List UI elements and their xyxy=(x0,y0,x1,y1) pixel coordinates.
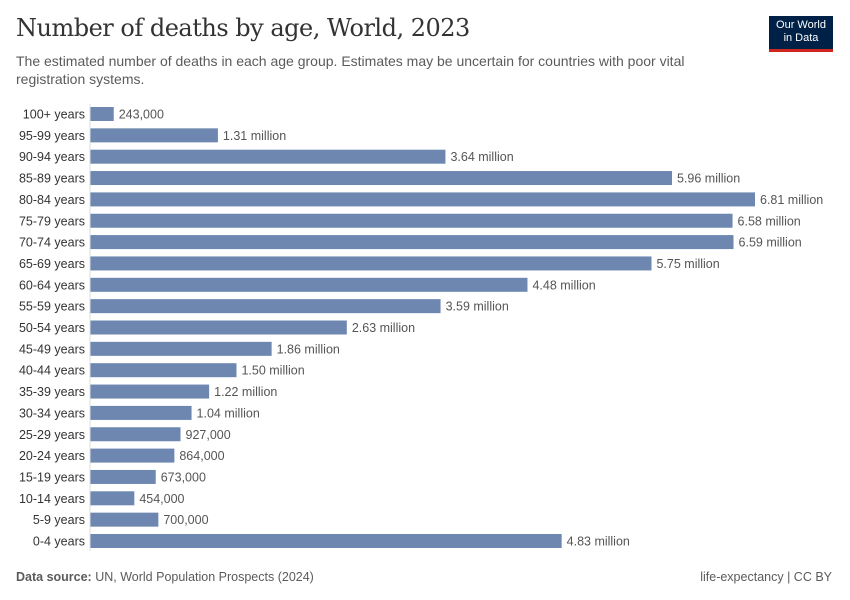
bar[interactable] xyxy=(90,384,210,399)
category-label: 95-99 years xyxy=(19,129,85,143)
bar[interactable] xyxy=(90,512,159,527)
category-label: 15-19 years xyxy=(19,470,85,484)
source-text[interactable]: UN, World Population Prospects (2024) xyxy=(95,570,314,584)
bar[interactable] xyxy=(90,235,734,250)
bar[interactable] xyxy=(90,256,652,271)
value-label: 1.31 million xyxy=(223,129,286,143)
value-label: 1.86 million xyxy=(277,342,340,356)
category-label: 90-94 years xyxy=(19,150,85,164)
bar[interactable] xyxy=(90,128,218,143)
value-label: 673,000 xyxy=(161,470,206,484)
category-label: 45-49 years xyxy=(19,342,85,356)
bar[interactable] xyxy=(90,192,755,207)
license-text[interactable]: life-expectancy | CC BY xyxy=(700,570,832,584)
value-label: 243,000 xyxy=(119,108,164,122)
category-label: 75-79 years xyxy=(19,214,85,228)
category-label: 55-59 years xyxy=(19,300,85,314)
category-label: 20-24 years xyxy=(19,449,85,463)
bar[interactable] xyxy=(90,405,192,420)
value-label: 6.81 million xyxy=(760,193,823,207)
category-label: 70-74 years xyxy=(19,236,85,250)
category-label: 80-84 years xyxy=(19,193,85,207)
value-label: 6.58 million xyxy=(738,214,801,228)
source-label: Data source: xyxy=(16,570,92,584)
category-label: 40-44 years xyxy=(19,364,85,378)
value-label: 4.83 million xyxy=(567,535,630,549)
category-label: 50-54 years xyxy=(19,321,85,335)
value-label: 1.50 million xyxy=(241,364,304,378)
bar-chart: 100+ years 243,000 95-99 years 1.31 million… xyxy=(19,104,823,551)
category-label: 35-39 years xyxy=(19,385,85,399)
value-label: 6.59 million xyxy=(739,236,802,250)
value-label: 2.63 million xyxy=(352,321,415,335)
bar[interactable] xyxy=(90,320,347,335)
category-label: 60-64 years xyxy=(19,278,85,292)
bar[interactable] xyxy=(90,149,446,164)
bar[interactable] xyxy=(90,448,175,463)
bar[interactable] xyxy=(90,469,156,484)
category-label: 100+ years xyxy=(23,108,85,122)
value-label: 3.64 million xyxy=(450,150,513,164)
bar[interactable] xyxy=(90,213,733,228)
value-label: 864,000 xyxy=(179,449,224,463)
value-label: 1.04 million xyxy=(197,406,260,420)
value-label: 3.59 million xyxy=(446,300,509,314)
value-label: 4.48 million xyxy=(532,278,595,292)
bar[interactable] xyxy=(90,363,237,378)
bar[interactable] xyxy=(90,534,562,548)
chart-title: Number of deaths by age, World, 2023 xyxy=(16,14,470,42)
category-label: 30-34 years xyxy=(19,406,85,420)
bar[interactable] xyxy=(90,107,114,121)
value-label: 1.22 million xyxy=(214,385,277,399)
owid-logo[interactable]: Our World in Data xyxy=(769,16,833,52)
value-label: 5.75 million xyxy=(656,257,719,271)
data-source: Data source: UN, World Population Prospe… xyxy=(16,570,314,584)
value-label: 454,000 xyxy=(139,492,184,506)
bar[interactable] xyxy=(90,277,528,292)
category-label: 10-14 years xyxy=(19,492,85,506)
bar[interactable] xyxy=(90,299,441,314)
category-label: 5-9 years xyxy=(33,513,85,527)
category-label: 0-4 years xyxy=(33,535,85,549)
category-label: 85-89 years xyxy=(19,172,85,186)
bar[interactable] xyxy=(90,427,181,442)
value-label: 700,000 xyxy=(163,513,208,527)
value-label: 5.96 million xyxy=(677,172,740,186)
bar[interactable] xyxy=(90,491,135,506)
bar[interactable] xyxy=(90,171,672,186)
category-label: 25-29 years xyxy=(19,428,85,442)
bar[interactable] xyxy=(90,341,272,356)
value-label: 927,000 xyxy=(186,428,231,442)
category-label: 65-69 years xyxy=(19,257,85,271)
chart-subtitle: The estimated number of deaths in each a… xyxy=(16,53,685,87)
